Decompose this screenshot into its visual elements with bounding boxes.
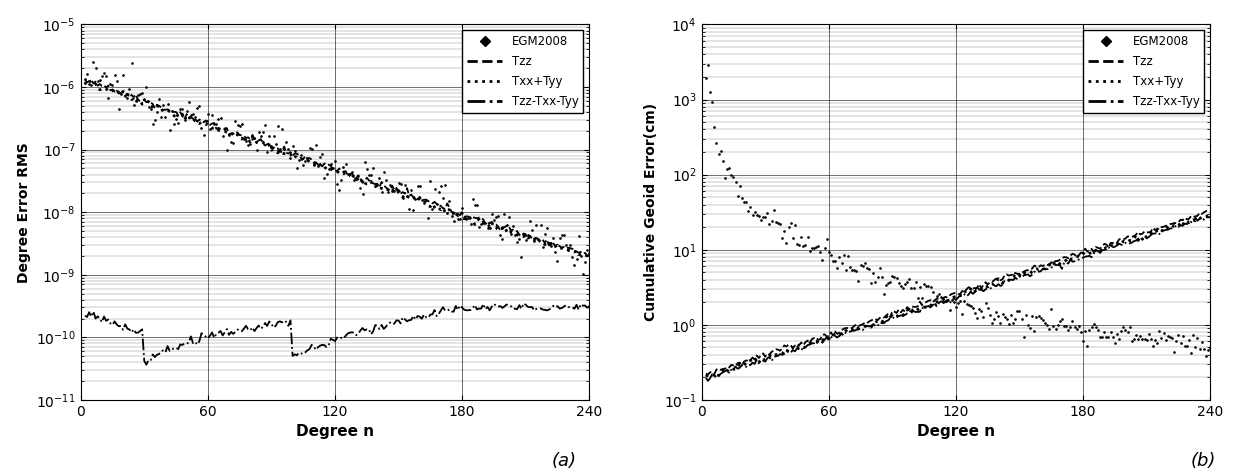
Y-axis label: Cumulative Geoid Error(cm): Cumulative Geoid Error(cm): [644, 103, 658, 321]
X-axis label: Degree n: Degree n: [916, 424, 994, 439]
Text: (b): (b): [1190, 452, 1215, 470]
X-axis label: Degree n: Degree n: [296, 424, 374, 439]
Legend: EGM2008, Tzz, Txx+Tyy, Tzz-Txx-Tyy: EGM2008, Tzz, Txx+Tyy, Tzz-Txx-Tyy: [1083, 30, 1204, 113]
Legend: EGM2008, Tzz, Txx+Tyy, Tzz-Txx-Tyy: EGM2008, Tzz, Txx+Tyy, Tzz-Txx-Tyy: [463, 30, 583, 113]
Text: (a): (a): [552, 452, 577, 470]
Y-axis label: Degree Error RMS: Degree Error RMS: [16, 142, 31, 283]
